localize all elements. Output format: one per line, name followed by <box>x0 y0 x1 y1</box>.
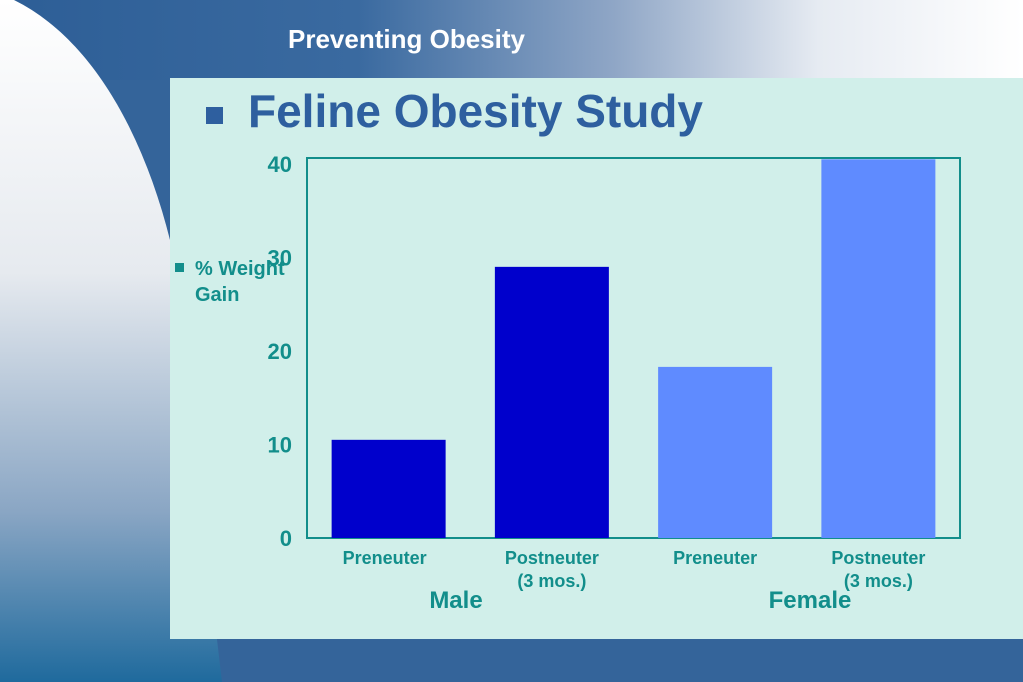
group-label: Male <box>429 587 482 614</box>
slide-title: Feline Obesity Study <box>248 85 703 137</box>
ylabel-bullet-icon <box>175 263 184 272</box>
header-band <box>0 0 1023 80</box>
plot-frame <box>306 157 961 539</box>
x-tick-label: (3 mos.) <box>517 571 586 591</box>
title-bullet-icon <box>206 107 223 124</box>
bar <box>658 366 773 538</box>
x-tick-label: Postneuter <box>505 548 599 568</box>
x-tick-label: Preneuter <box>673 548 757 568</box>
x-tick-label: Preneuter <box>343 548 427 568</box>
y-tick-label: 40 <box>268 152 292 177</box>
y-tick-label: 10 <box>268 433 292 458</box>
slide-header-title: Preventing Obesity <box>288 24 525 54</box>
x-tick-label: Postneuter <box>831 548 925 568</box>
y-axis-label: % Weight Gain <box>195 258 285 306</box>
group-label: Female <box>769 587 852 614</box>
bar <box>494 266 609 538</box>
bar <box>331 439 446 538</box>
curved-side-panel <box>0 0 222 682</box>
bar <box>821 159 936 538</box>
y-tick-label: 0 <box>280 526 292 551</box>
x-tick-label: (3 mos.) <box>844 571 913 591</box>
y-tick-label: 20 <box>268 339 292 364</box>
y-tick-label: 30 <box>268 246 292 271</box>
